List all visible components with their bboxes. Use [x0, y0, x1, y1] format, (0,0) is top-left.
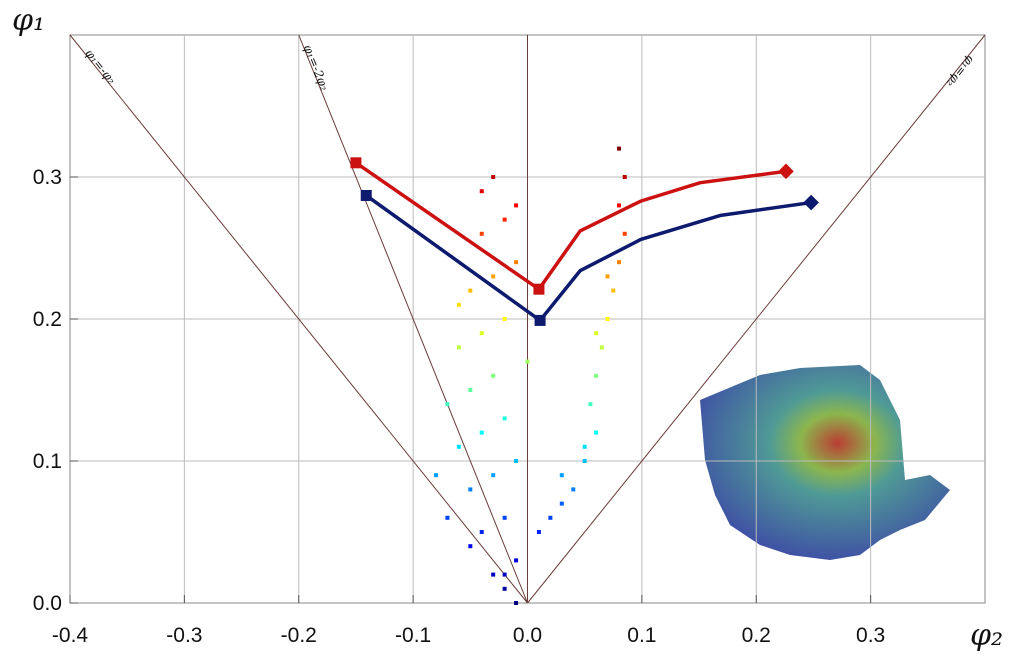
scatter-point	[491, 175, 496, 179]
series-line	[354, 161, 787, 291]
scatter-point	[468, 487, 473, 492]
scatter-point	[491, 274, 496, 279]
scatter-point	[479, 530, 484, 534]
series-marker	[360, 189, 372, 201]
scatter-point	[491, 572, 496, 577]
scatter-point	[582, 444, 587, 449]
scatter-point	[434, 473, 438, 478]
scatter-point	[525, 359, 530, 364]
y-tick-label: 0.1	[33, 450, 62, 473]
x-tick-label: 0.2	[742, 624, 771, 647]
scatter-point	[582, 459, 587, 463]
series-marker	[534, 314, 546, 326]
scatter-point	[611, 288, 616, 293]
scatter-point	[559, 473, 564, 478]
scatter-point	[622, 231, 627, 236]
scatter-point	[536, 530, 541, 534]
scatter-point	[479, 331, 484, 336]
scatter-point	[622, 175, 627, 179]
scatter-point	[617, 260, 621, 265]
series-marker	[350, 157, 362, 169]
y-tick-label: 0.0	[33, 592, 62, 615]
x-tick-label: -0.4	[52, 624, 89, 647]
x-tick-label: -0.3	[166, 624, 202, 647]
scatter-point	[605, 274, 610, 279]
x-tick-label: -0.1	[395, 624, 431, 647]
y-tick-label: 0.3	[33, 166, 62, 189]
scatter-point	[479, 189, 484, 194]
scatter-point	[571, 487, 576, 492]
scatter-point	[502, 317, 507, 321]
scatter-point	[445, 402, 450, 407]
x-tick-label: 0.0	[513, 624, 542, 647]
scatter-point	[456, 302, 461, 307]
scatter-point	[502, 572, 507, 577]
scatter-point	[479, 430, 484, 435]
scatter-point	[514, 260, 519, 265]
series-line	[365, 194, 812, 323]
scatter-point	[502, 416, 507, 421]
reference-line	[298, 34, 528, 604]
scatter-point	[548, 515, 553, 520]
x-tick-label: -0.2	[281, 624, 317, 647]
scatter-point	[559, 501, 564, 506]
x-tick-label: 0.1	[627, 624, 656, 647]
scatter-point	[514, 459, 519, 463]
scatter-point	[502, 586, 507, 591]
scatter-point	[599, 345, 604, 350]
scatter-point	[491, 473, 496, 478]
x-tick-label: 0.3	[856, 624, 885, 647]
y-axis-label: φ₁	[12, 3, 45, 38]
scatter-point	[514, 203, 519, 208]
scatter-point	[617, 203, 621, 208]
scatter-point	[502, 515, 507, 520]
heatmap-inset	[700, 365, 950, 560]
scatter-point	[594, 331, 599, 336]
series-marker	[803, 194, 819, 211]
scatter-point	[456, 444, 461, 449]
scatter-point	[468, 288, 473, 293]
reference-line	[69, 34, 528, 604]
scatter-point	[588, 402, 593, 407]
scatter-point	[514, 558, 519, 563]
reference-line	[527, 34, 986, 604]
scatter-point	[594, 430, 599, 435]
scatter-point	[468, 388, 473, 392]
scatter-point	[468, 544, 473, 549]
series-marker	[533, 283, 545, 295]
scatter-point	[617, 146, 621, 151]
scatter-point	[514, 601, 519, 605]
scatter-point	[491, 373, 496, 378]
y-tick-label: 0.2	[33, 308, 62, 331]
scatter-point	[479, 231, 484, 236]
scatter-point	[594, 373, 599, 378]
series-marker	[778, 163, 794, 180]
scatter-point	[605, 317, 610, 321]
scatter-point	[445, 515, 450, 520]
scatter-point	[502, 217, 507, 222]
x-axis-label: φ₂	[970, 618, 1003, 653]
scatter-point	[456, 345, 461, 350]
